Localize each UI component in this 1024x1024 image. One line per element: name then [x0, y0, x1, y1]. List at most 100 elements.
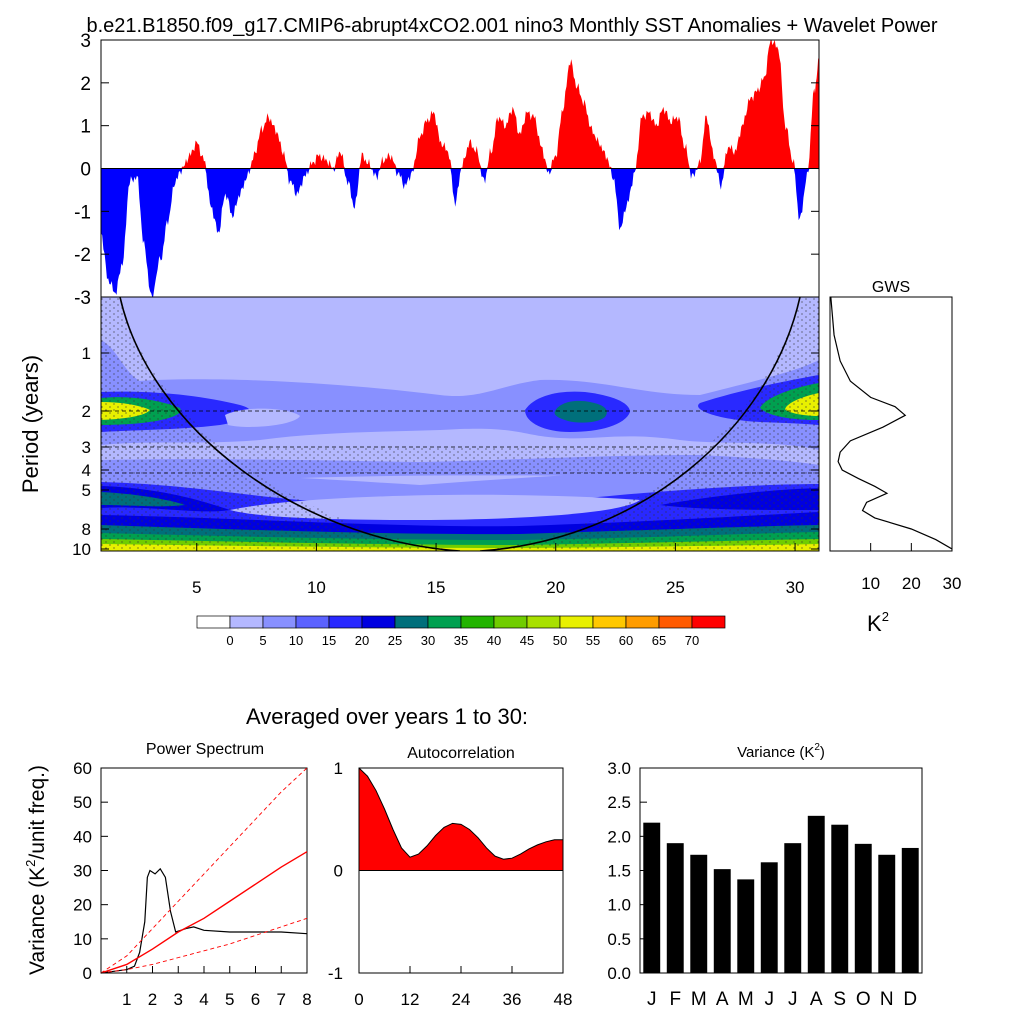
colorbar-box — [460, 615, 495, 629]
variance-bar — [713, 869, 731, 973]
colorbar-label: 30 — [421, 633, 435, 648]
spectrum-xtick-label: 3 — [174, 990, 183, 1009]
colorbar-label: 20 — [355, 633, 369, 648]
spectrum-line-red-noise — [100, 851, 308, 974]
spectrum-ytick-label: 40 — [73, 827, 92, 846]
autocorr-xtick-label: 0 — [354, 990, 363, 1009]
variance-xtick-label: J — [647, 989, 657, 1010]
spectrum-xtick-label: 2 — [148, 990, 157, 1009]
colorbar-box — [361, 615, 396, 629]
sst-ytick-label: -2 — [74, 245, 91, 266]
colorbar-label: 45 — [520, 633, 534, 648]
colorbar-label: 5 — [259, 633, 266, 648]
variance-bar — [760, 862, 778, 973]
wavelet-xtick-label: 5 — [192, 578, 201, 597]
autocorr-xtick-label: 48 — [554, 990, 573, 1009]
colorbar-label: 15 — [322, 633, 336, 648]
colorbar-label: 70 — [685, 633, 699, 648]
colorbar-box — [691, 615, 726, 629]
gws-title: GWS — [872, 279, 910, 296]
spectrum-xtick-label: 8 — [302, 990, 311, 1009]
wavelet-contour-light-oval — [225, 408, 300, 427]
wavelet-xtick-label: 25 — [666, 578, 685, 597]
wavelet-xtick-label: 30 — [786, 578, 805, 597]
variance-ytick-label: 0.5 — [607, 930, 631, 949]
colorbar-box — [394, 615, 429, 629]
spectrum-ylabel: Variance (K2/unit freq.) — [23, 765, 49, 975]
colorbar-label: 0 — [226, 633, 233, 648]
variance-xtick-label: M — [738, 989, 754, 1010]
colorbar-box — [262, 615, 297, 629]
autocorr-ytick-label: -1 — [328, 964, 343, 983]
variance-xtick-label: A — [810, 989, 823, 1010]
sst-ytick-label: -3 — [74, 288, 91, 309]
wavelet-ytick-label: 4 — [82, 461, 91, 480]
gws-xtick-label: 30 — [943, 574, 962, 593]
colorbar-box — [229, 615, 264, 629]
spectrum-ytick-label: 60 — [73, 759, 92, 778]
autocorr-xtick-label: 12 — [401, 990, 420, 1009]
colorbar-box — [196, 615, 231, 629]
wavelet-contour-blob-center-core — [554, 400, 607, 423]
colorbar-box — [295, 615, 330, 629]
variance-bar — [737, 879, 755, 973]
variance-xtick-label: J — [765, 989, 775, 1010]
gws-panel: GWS 10 20 30 K2 — [829, 279, 962, 636]
figure-title: b.e21.B1850.f09_g17.CMIP6-abrupt4xCO2.00… — [86, 15, 937, 37]
variance-title: Variance (K2) — [737, 742, 825, 761]
variance-bar — [690, 854, 708, 973]
wavelet-ylabel: Period (years) — [18, 355, 43, 493]
variance-xtick-label: D — [903, 989, 917, 1010]
colorbar-box — [328, 615, 363, 629]
colorbar-box — [526, 615, 561, 629]
variance-xtick-label: J — [788, 989, 798, 1010]
spectrum-xtick-label: 4 — [199, 990, 208, 1009]
variance-bar — [807, 815, 825, 973]
variance-bar — [784, 843, 802, 973]
spectrum-ylabel-sup: 2 — [23, 860, 38, 867]
variance-xtick-label: A — [716, 989, 729, 1010]
colorbar-box — [427, 615, 462, 629]
spectrum-line-spectrum — [100, 867, 308, 974]
autocorr-ytick-label: 1 — [334, 759, 343, 778]
sst-ytick-label: 3 — [80, 31, 91, 52]
colorbar-label: 10 — [289, 633, 303, 648]
colorbar-box — [493, 615, 528, 629]
variance-xtick-label: S — [833, 989, 846, 1010]
variance-ytick-label: 0.0 — [607, 964, 631, 983]
autocorr-ytick-label: 0 — [334, 862, 343, 881]
spectrum-line-lower-bound — [100, 917, 308, 974]
wavelet-ytick-label: 1 — [82, 344, 91, 363]
spectrum-ytick-label: 50 — [73, 793, 92, 812]
colorbar-label: 55 — [586, 633, 600, 648]
autocorr-area — [359, 768, 563, 871]
spectrum-ytick-label: 20 — [73, 896, 92, 915]
wavelet-ytick-label: 8 — [82, 520, 91, 539]
variance-xtick-label: O — [856, 989, 871, 1010]
spectrum-xtick-label: 6 — [251, 990, 260, 1009]
autocorr-panel: Autocorrelation -1 0 1 0 12 24 36 48 — [328, 745, 573, 1009]
variance-bar — [854, 843, 872, 973]
gws-xlabel: K2 — [867, 609, 889, 636]
variance-bar — [643, 822, 661, 973]
colorbar-box — [559, 615, 594, 629]
variance-bar — [878, 854, 896, 973]
wavelet-contour-band2-outer — [101, 360, 819, 450]
variance-xtick-label: N — [880, 989, 894, 1010]
colorbar-label: 60 — [619, 633, 633, 648]
wavelet-xtick-label: 10 — [307, 578, 326, 597]
colorbar-label: 65 — [652, 633, 666, 648]
sst-ytick-label: 0 — [80, 160, 91, 181]
wavelet-xtick-label: 20 — [546, 578, 565, 597]
spectrum-title: Power Spectrum — [146, 741, 264, 758]
wavelet-xtick-label: 15 — [427, 578, 446, 597]
variance-bar — [901, 847, 919, 973]
colorbar-label: 50 — [553, 633, 567, 648]
wavelet-frame — [100, 296, 820, 552]
variance-ytick-label: 2.5 — [607, 793, 631, 812]
variance-bar — [666, 843, 684, 973]
